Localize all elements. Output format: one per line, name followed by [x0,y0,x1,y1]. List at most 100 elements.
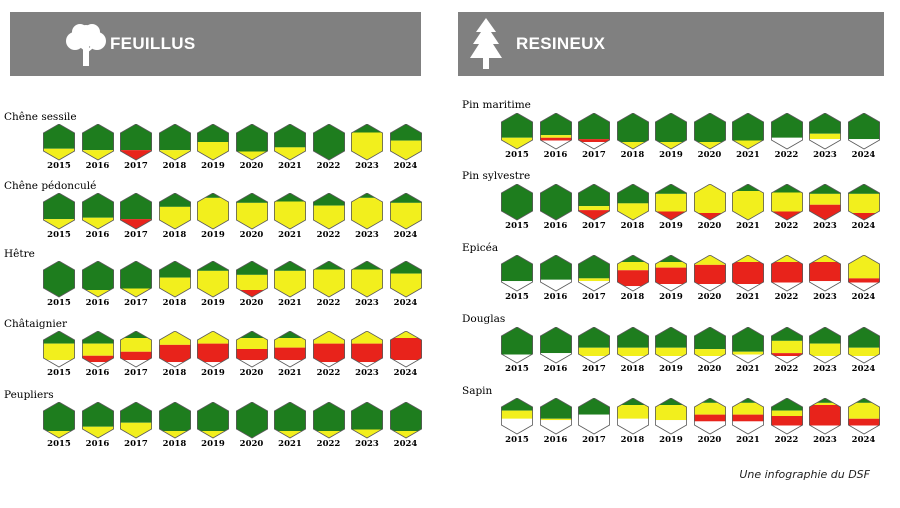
hexagon-mark [847,398,880,435]
year-label: 2021 [736,435,760,445]
year-label: 2017 [582,292,606,302]
hex-outline [81,261,114,298]
state-fill-white [539,420,572,434]
hexagon-mark [809,255,841,292]
hex-outline [235,331,268,368]
hex-glyph: 2022 [768,255,806,302]
hex-outline [539,184,572,221]
year-label: 2020 [697,435,722,445]
year-label: 2020 [239,298,264,308]
hexagon-mark [43,402,75,439]
hex-glyph: 2024 [387,124,425,171]
year-label: 2023 [813,221,837,231]
state-fill-green [43,124,75,149]
state-fill-white [693,421,726,434]
state-fill-yellow [735,255,761,262]
state-fill-green [43,331,75,344]
state-fill-green [809,113,841,134]
hexagon-mark [809,327,841,364]
state-fill-white [166,362,183,367]
resineux-title: RESINEUX [516,34,606,53]
hexagon-mark [847,327,880,364]
state-fill-green [352,124,382,133]
state-fill-white [771,425,802,434]
hexagon-mark [158,402,191,439]
state-fill-white [204,362,222,367]
hexagon-mark [732,398,764,435]
year-label: 2015 [505,292,529,302]
hexagon-mark [389,193,422,230]
year-label: 2018 [162,368,187,378]
hex-outline [693,184,726,221]
state-fill-green [123,331,149,338]
year-label: 2018 [620,435,645,445]
state-fill-green [351,402,383,430]
year-label: 2017 [582,150,606,160]
year-label: 2018 [162,161,187,171]
state-fill-green [855,398,872,403]
year-label: 2022 [774,364,799,374]
state-fill-green [693,113,726,142]
hex-glyph: 2017 [575,184,613,231]
state-fill-white [770,137,803,149]
state-fill-green [693,327,726,350]
state-fill-yellow [393,431,418,438]
state-fill-green [501,398,533,411]
state-fill-red [235,349,268,360]
hex-outline [43,402,75,439]
hex-glyph: 2021 [271,261,309,308]
state-fill-green [655,327,687,348]
state-fill-green [771,184,802,193]
hexagon-mark [120,261,152,298]
hex-outline [81,331,114,368]
hex-outline [389,193,422,230]
state-fill-red [809,262,841,282]
state-fill-yellow [501,410,533,419]
species-label: Peupliers [4,389,54,401]
year-label: 2019 [201,161,225,171]
hexagon-mark [578,327,610,364]
species-label: Châtaignier [4,318,67,330]
year-label: 2023 [355,368,379,378]
state-fill-green [658,255,684,262]
hexagon-mark [616,184,649,221]
hexagon-mark [351,124,383,161]
state-fill-white [774,356,799,363]
state-fill-yellow [733,140,763,149]
state-fill-red [770,262,803,283]
state-fill-green [81,331,114,344]
hexagon-mark [351,331,383,368]
state-fill-red [389,338,422,360]
year-label: 2024 [393,298,418,308]
hex-glyph: 2016 [537,327,575,374]
year-label: 2018 [162,230,187,240]
state-fill-red [274,347,306,360]
year-label: 2019 [659,292,683,302]
hex-outline [197,331,229,368]
year-label: 2023 [813,292,837,302]
state-fill-white [239,360,264,367]
state-fill-green [620,398,645,405]
state-fill-green [655,113,687,142]
hex-outline [847,327,880,364]
state-fill-yellow [812,255,838,262]
year-label: 2015 [505,221,529,231]
year-label: 2019 [659,221,683,231]
hex-outline [81,193,114,230]
state-fill-yellow [658,142,684,149]
hex-glyph: 2020 [233,331,271,378]
hex-outline [501,113,533,150]
hexagon-mark [732,327,764,364]
hex-glyph: 2020 [233,402,271,449]
hex-glyph: 2021 [271,402,309,449]
state-fill-yellow [81,343,114,356]
hex-glyph: 2019 [194,124,232,171]
state-fill-white [578,281,610,291]
hex-outline [120,261,152,298]
hexagon-mark [655,184,687,221]
hex-glyph: 2017 [117,261,155,308]
year-label: 2015 [505,435,529,445]
state-fill-green [389,261,422,274]
state-fill-yellow [809,343,841,356]
hex-glyph: 2019 [652,327,690,374]
